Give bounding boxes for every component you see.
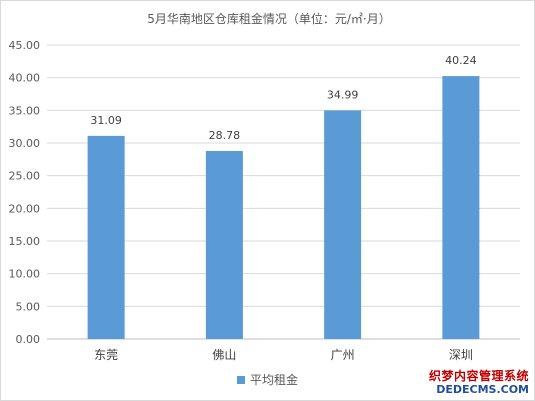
legend-label: 平均租金 bbox=[250, 372, 298, 387]
y-tick-label: 10.00 bbox=[9, 268, 41, 281]
y-axis-ticks: 0.00 5.00 10.00 15.00 20.00 25.00 30.00 35.00 40… bbox=[9, 39, 41, 346]
data-label: 34.99 bbox=[327, 88, 359, 101]
y-tick-label: 35.00 bbox=[9, 104, 41, 117]
bar bbox=[324, 110, 362, 339]
x-category-label: 深圳 bbox=[449, 348, 473, 362]
watermark: 织梦内容管理系统 DEDECMS.COM bbox=[429, 369, 529, 397]
data-label: 40.24 bbox=[445, 54, 477, 67]
x-category-label: 东莞 bbox=[94, 348, 118, 362]
bars bbox=[87, 76, 480, 339]
y-tick-label: 40.00 bbox=[9, 72, 41, 85]
y-tick-label: 30.00 bbox=[9, 137, 41, 150]
legend: 平均租金 bbox=[237, 372, 298, 387]
y-tick-label: 20.00 bbox=[9, 202, 41, 215]
y-tick-label: 15.00 bbox=[9, 235, 41, 248]
bar bbox=[87, 135, 125, 339]
x-axis-categories: 东莞 佛山 广州 深圳 bbox=[94, 348, 473, 362]
data-label: 31.09 bbox=[90, 114, 122, 127]
legend-swatch bbox=[237, 376, 245, 384]
x-category-label: 广州 bbox=[331, 348, 355, 362]
gridlines bbox=[47, 44, 520, 340]
y-tick-label: 0.00 bbox=[16, 333, 41, 346]
watermark-line2: DEDECMS.COM bbox=[436, 383, 529, 396]
y-tick-label: 25.00 bbox=[9, 170, 41, 183]
x-category-label: 佛山 bbox=[212, 348, 236, 362]
y-tick-label: 5.00 bbox=[16, 300, 41, 313]
watermark-line1: 织梦内容管理系统 bbox=[428, 369, 529, 383]
chart-title: 5月华南地区仓库租金情况（单位：元/㎡·月） bbox=[147, 11, 391, 26]
y-tick-label: 45.00 bbox=[9, 39, 41, 52]
bar bbox=[205, 150, 243, 339]
data-labels: 31.09 28.78 34.99 40.24 bbox=[90, 54, 476, 142]
data-label: 28.78 bbox=[209, 129, 241, 142]
bar bbox=[442, 76, 480, 339]
